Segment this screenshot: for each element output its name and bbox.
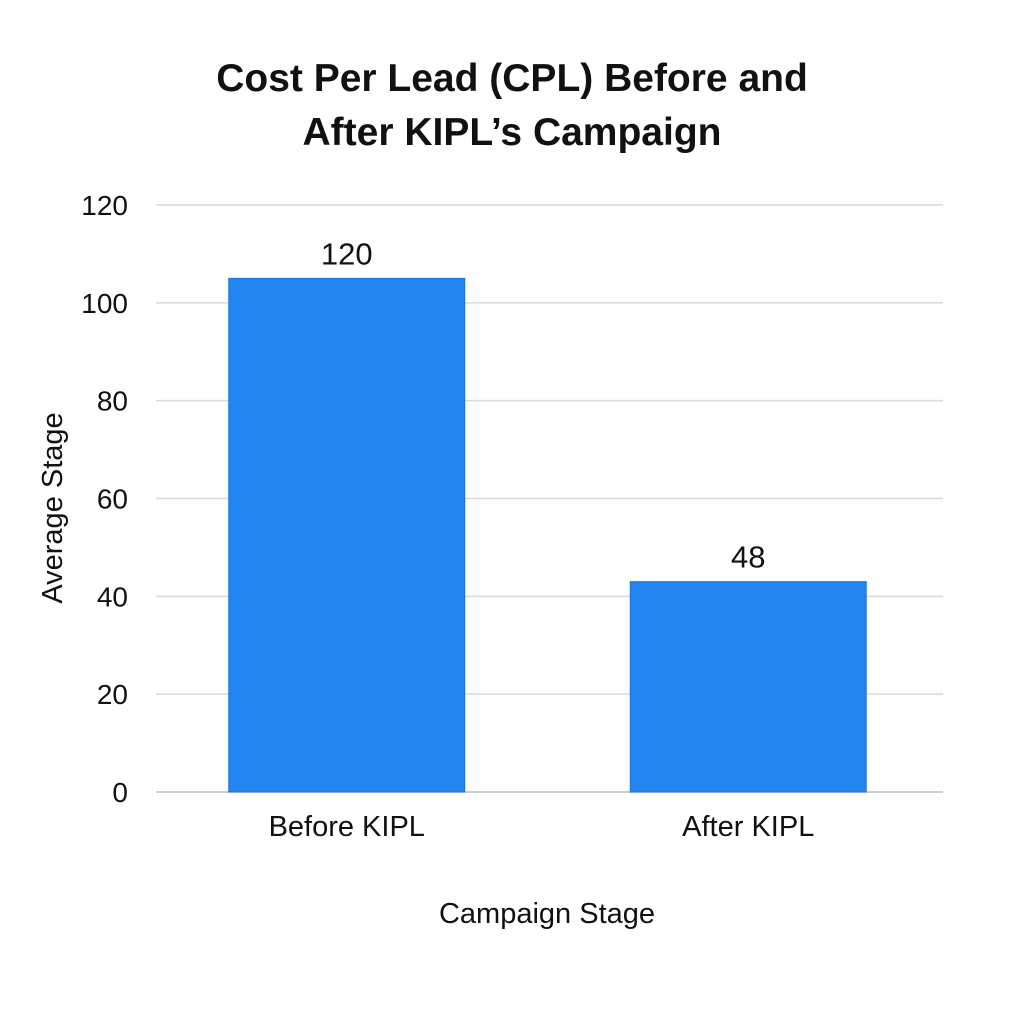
y-tick-label: 0	[112, 777, 128, 808]
y-tick-label: 100	[81, 288, 128, 319]
chart-title-line-1: Cost Per Lead (CPL) Before and	[216, 57, 808, 100]
data-labels: 120 48	[321, 236, 766, 574]
y-tick-label: 20	[97, 679, 128, 710]
x-axis-title: Campaign Stage	[439, 898, 655, 930]
bars	[228, 277, 867, 793]
bar-before-kipl	[228, 277, 466, 793]
x-category-label: After KIPL	[682, 811, 814, 843]
y-tick-label: 40	[97, 581, 128, 612]
y-tick-label: 120	[81, 190, 128, 221]
y-axis-title: Average Stage	[37, 412, 69, 603]
bar-after-kipl	[629, 581, 867, 793]
data-label: 48	[731, 540, 765, 575]
y-tick-labels: 0 20 40 60 80 100 120	[81, 190, 128, 808]
y-tick-label: 60	[97, 484, 128, 515]
chart-title: Cost Per Lead (CPL) Before and After KIP…	[0, 52, 1024, 160]
x-category-labels: Before KIPL After KIPL	[269, 811, 815, 843]
data-label: 120	[321, 236, 373, 271]
x-category-label: Before KIPL	[269, 811, 425, 843]
chart-title-line-2: After KIPL’s Campaign	[302, 111, 722, 154]
y-tick-label: 80	[97, 386, 128, 417]
